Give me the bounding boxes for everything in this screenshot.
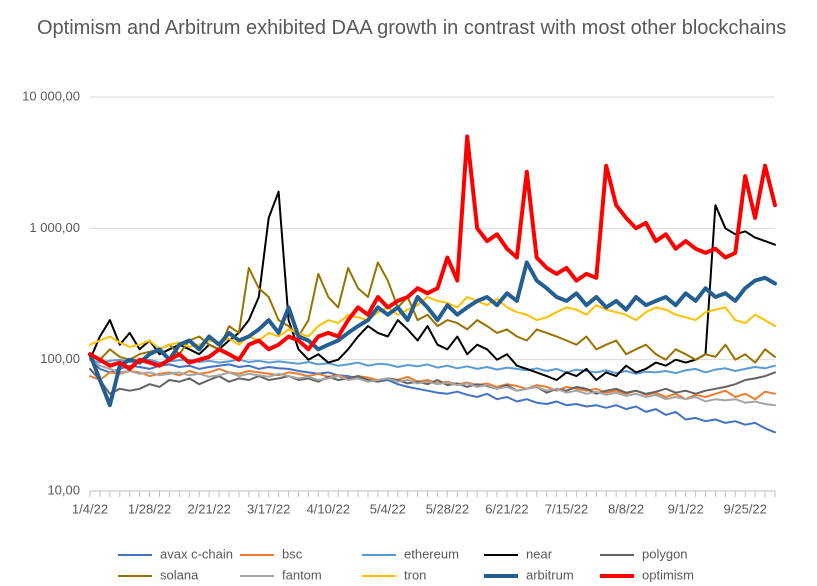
y-tick-label: 100,00 bbox=[40, 351, 80, 366]
series-line bbox=[89, 358, 776, 434]
x-tick-label: 3/17/22 bbox=[247, 501, 290, 516]
legend-label: optimism bbox=[642, 567, 694, 582]
x-tick-label: 1/4/22 bbox=[72, 501, 108, 516]
x-tick-label: 6/21/22 bbox=[485, 501, 528, 516]
x-tick-label: 9/25/22 bbox=[724, 501, 767, 516]
chart-title: Optimism and Arbitrum exhibited DAA grow… bbox=[37, 17, 787, 39]
series-line bbox=[89, 190, 776, 381]
x-tick-label: 1/28/22 bbox=[128, 501, 171, 516]
legend-label: bsc bbox=[282, 546, 303, 561]
legend-label: polygon bbox=[642, 546, 688, 561]
legend-label: arbitrum bbox=[526, 567, 574, 582]
series-line bbox=[89, 358, 776, 407]
y-tick-label: 10 000,00 bbox=[22, 88, 80, 103]
y-tick-label: 1 000,00 bbox=[29, 220, 80, 235]
legend-label: near bbox=[526, 546, 553, 561]
x-tick-label: 4/10/22 bbox=[307, 501, 350, 516]
x-tick-label: 9/1/22 bbox=[668, 501, 704, 516]
x-tick-label: 8/8/22 bbox=[608, 501, 644, 516]
x-tick-label: 5/28/22 bbox=[426, 501, 469, 516]
x-tick-label: 2/21/22 bbox=[187, 501, 230, 516]
x-tick-label: 7/15/22 bbox=[545, 501, 588, 516]
x-tick-label: 5/4/22 bbox=[370, 501, 406, 516]
legend-label: ethereum bbox=[404, 546, 459, 561]
legend-label: tron bbox=[404, 567, 426, 582]
series-line bbox=[89, 367, 776, 401]
series-line bbox=[88, 134, 777, 371]
legend-label: fantom bbox=[282, 567, 322, 582]
y-tick-label: 10,00 bbox=[47, 482, 80, 497]
series-line bbox=[88, 260, 777, 408]
legend-label: solana bbox=[160, 567, 199, 582]
legend-label: avax c-chain bbox=[160, 546, 233, 561]
series-line bbox=[89, 358, 776, 375]
